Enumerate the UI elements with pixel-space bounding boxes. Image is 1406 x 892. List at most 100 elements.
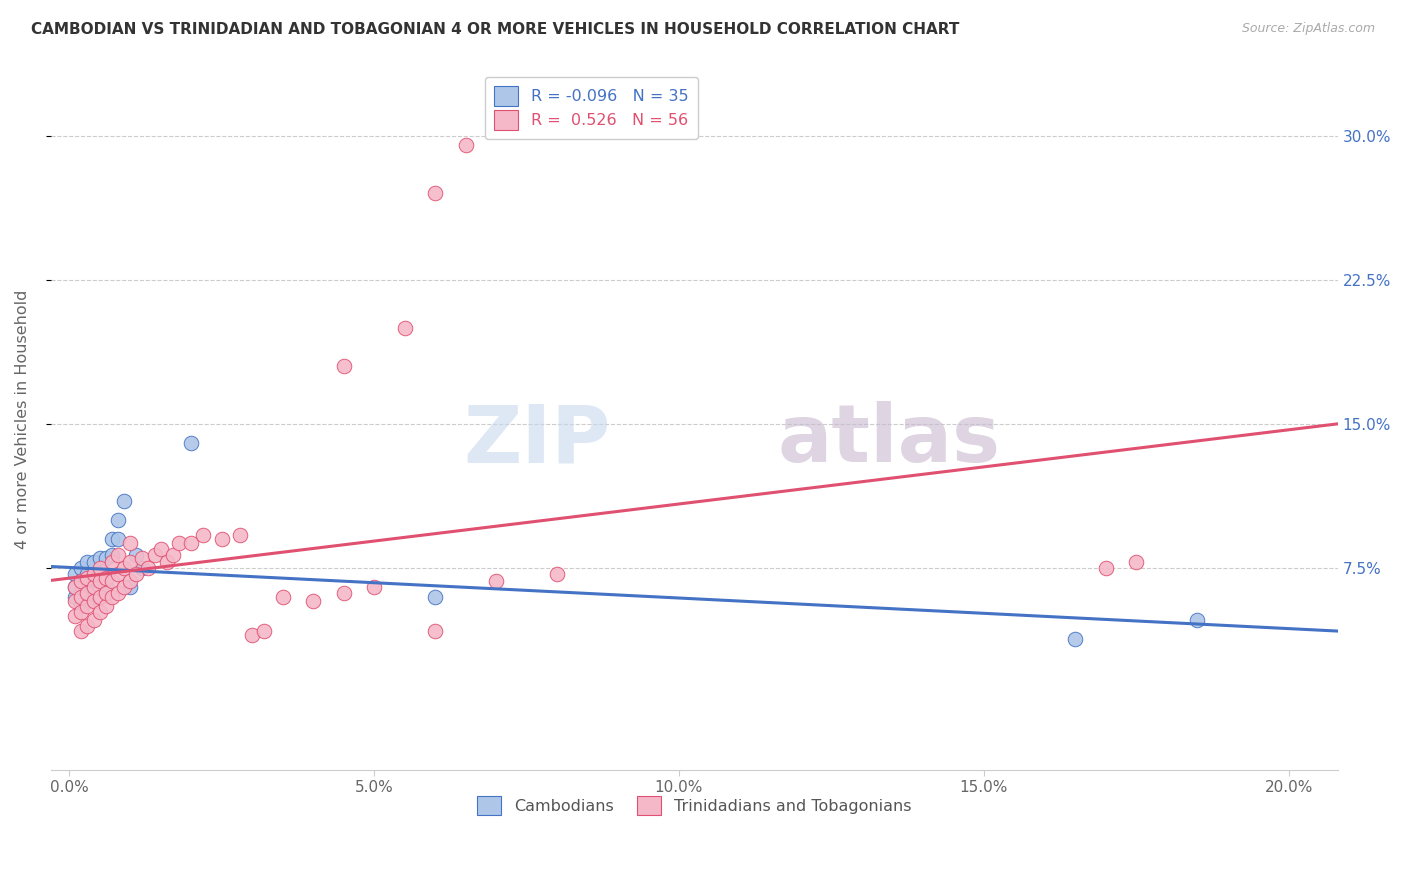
Point xyxy=(302,593,325,607)
Point xyxy=(1064,632,1087,646)
Point xyxy=(240,628,263,642)
Point xyxy=(162,548,184,562)
Point xyxy=(89,566,111,581)
Point xyxy=(423,590,446,604)
Point xyxy=(107,566,129,581)
Point xyxy=(89,580,111,594)
Point xyxy=(107,513,129,527)
Point xyxy=(70,605,93,619)
Point xyxy=(120,574,142,589)
Point xyxy=(149,541,172,556)
Point xyxy=(546,566,568,581)
Point xyxy=(70,586,93,600)
Point xyxy=(94,580,117,594)
Point xyxy=(65,609,87,624)
Point xyxy=(112,561,135,575)
Point xyxy=(70,590,93,604)
Point xyxy=(76,599,98,614)
Point xyxy=(83,555,105,569)
Point xyxy=(94,599,117,614)
Point xyxy=(83,590,105,604)
Point xyxy=(65,580,87,594)
Point xyxy=(332,586,354,600)
Point xyxy=(138,561,160,575)
Point xyxy=(76,574,98,589)
Point xyxy=(83,570,105,584)
Text: CAMBODIAN VS TRINIDADIAN AND TOBAGONIAN 4 OR MORE VEHICLES IN HOUSEHOLD CORRELAT: CAMBODIAN VS TRINIDADIAN AND TOBAGONIAN … xyxy=(31,22,959,37)
Point xyxy=(94,551,117,566)
Point xyxy=(70,574,93,589)
Text: atlas: atlas xyxy=(778,401,1001,479)
Point xyxy=(76,586,98,600)
Point xyxy=(423,624,446,639)
Point xyxy=(65,590,87,604)
Point xyxy=(101,590,124,604)
Point xyxy=(76,555,98,569)
Point xyxy=(131,561,153,575)
Point xyxy=(485,574,508,589)
Text: Source: ZipAtlas.com: Source: ZipAtlas.com xyxy=(1241,22,1375,36)
Point xyxy=(271,590,294,604)
Point xyxy=(70,561,93,575)
Point xyxy=(76,593,98,607)
Point xyxy=(332,359,354,374)
Point xyxy=(76,566,98,581)
Point xyxy=(423,186,446,201)
Point xyxy=(65,593,87,607)
Point xyxy=(120,555,142,569)
Point xyxy=(76,570,98,584)
Point xyxy=(89,605,111,619)
Point xyxy=(363,580,385,594)
Point xyxy=(76,618,98,632)
Point xyxy=(120,580,142,594)
Point xyxy=(107,532,129,546)
Point xyxy=(1095,561,1118,575)
Point xyxy=(83,613,105,627)
Point xyxy=(120,536,142,550)
Point xyxy=(1125,555,1147,569)
Point xyxy=(70,574,93,589)
Point xyxy=(125,566,148,581)
Point xyxy=(131,551,153,566)
Point xyxy=(107,586,129,600)
Point xyxy=(180,436,202,450)
Point xyxy=(89,561,111,575)
Point xyxy=(83,580,105,594)
Point xyxy=(89,590,111,604)
Point xyxy=(76,586,98,600)
Point xyxy=(83,580,105,594)
Point xyxy=(101,555,124,569)
Point xyxy=(229,528,252,542)
Point xyxy=(156,555,179,569)
Text: ZIP: ZIP xyxy=(464,401,610,479)
Point xyxy=(454,138,477,153)
Point xyxy=(94,566,117,581)
Point xyxy=(143,548,166,562)
Point xyxy=(125,548,148,562)
Y-axis label: 4 or more Vehicles in Household: 4 or more Vehicles in Household xyxy=(15,289,30,549)
Point xyxy=(89,551,111,566)
Point xyxy=(394,321,416,335)
Legend: Cambodians, Trinidadians and Tobagonians: Cambodians, Trinidadians and Tobagonians xyxy=(467,786,921,825)
Point xyxy=(193,528,215,542)
Point xyxy=(65,566,87,581)
Point xyxy=(112,580,135,594)
Point xyxy=(112,493,135,508)
Point xyxy=(107,548,129,562)
Point xyxy=(101,532,124,546)
Point xyxy=(70,624,93,639)
Point xyxy=(89,574,111,589)
Point xyxy=(1187,613,1209,627)
Point xyxy=(211,532,233,546)
Point xyxy=(253,624,276,639)
Point xyxy=(180,536,202,550)
Point xyxy=(83,593,105,607)
Point xyxy=(94,586,117,600)
Point xyxy=(65,580,87,594)
Point xyxy=(70,599,93,614)
Point xyxy=(167,536,190,550)
Point xyxy=(101,574,124,589)
Point xyxy=(89,590,111,604)
Point xyxy=(94,570,117,584)
Point xyxy=(83,566,105,581)
